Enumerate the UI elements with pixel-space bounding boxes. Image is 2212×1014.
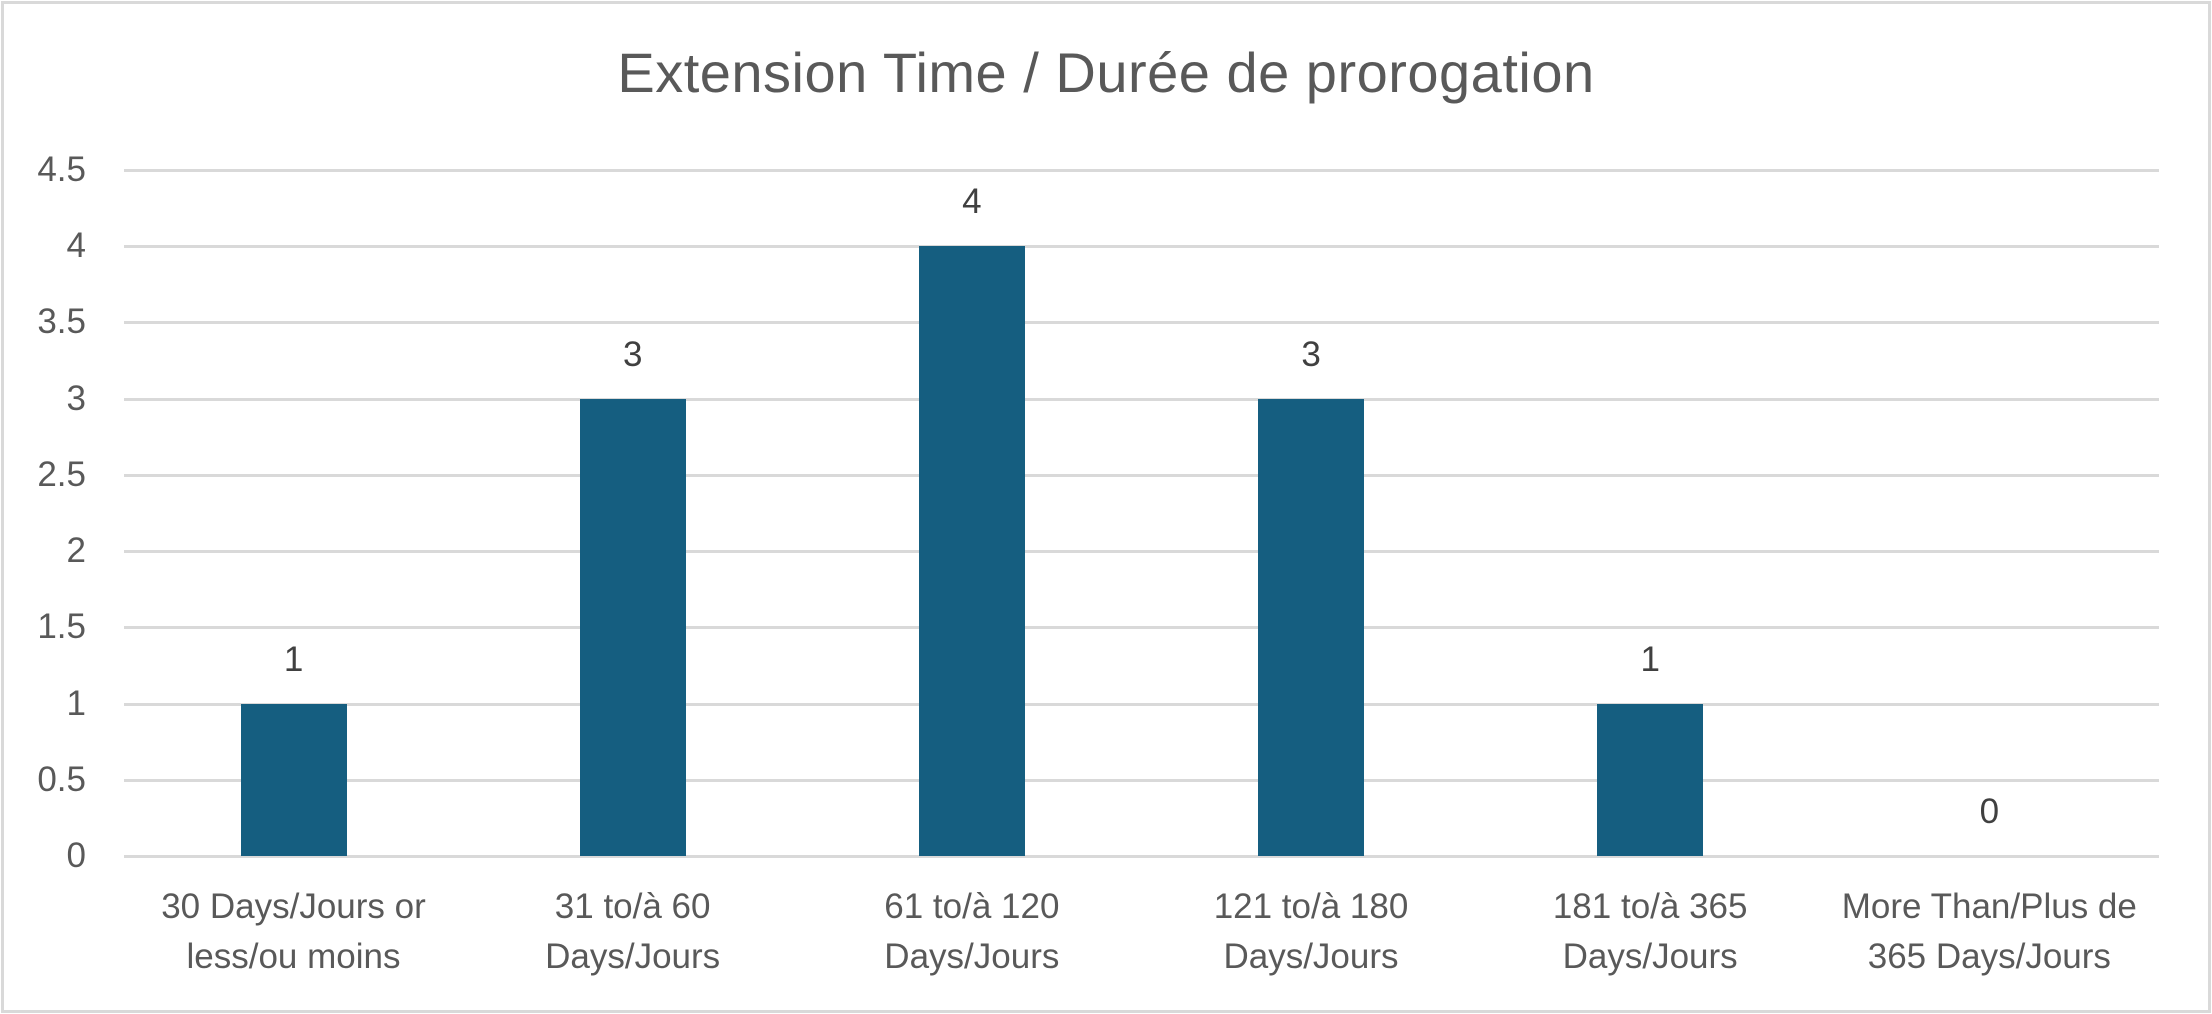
gridline [124, 397, 2159, 401]
gridline [124, 855, 2159, 858]
x-category-label-line: 31 to/à 60 [554, 887, 711, 926]
y-tick-label: 2 [66, 531, 86, 571]
gridline [124, 321, 2159, 325]
y-tick-label: 3.5 [37, 302, 86, 342]
x-category-label-line: Days/Jours [545, 937, 721, 976]
y-tick-label: 1 [66, 683, 86, 723]
x-category-label-line: Days/Jours [1562, 937, 1738, 976]
chart-title: Extension Time / Durée de prorogation [617, 41, 1595, 104]
gridline [124, 702, 2159, 706]
x-category-label-line: Days/Jours [884, 937, 1060, 976]
x-category-label: 30 Days/Jours or less/ou moins [124, 882, 463, 982]
data-label: 1 [283, 639, 304, 679]
x-category-label-line: 121 to/à 180 [1213, 887, 1409, 926]
x-category-label-line: 181 to/à 365 [1552, 887, 1748, 926]
y-tick-label: 4.5 [37, 150, 86, 189]
y-tick-label: 4 [66, 226, 86, 266]
data-label: 1 [1640, 639, 1660, 679]
data-label: 3 [1301, 334, 1321, 374]
y-tick-label: 2.5 [37, 454, 86, 494]
x-category-label: 121 to/à 180 Days/Jours [1142, 882, 1481, 982]
x-category-label: 31 to/à 60 Days/Jours [463, 882, 802, 982]
x-category-label: 61 to/à 120 Days/Jours [802, 882, 1141, 982]
gridline [124, 778, 2159, 782]
y-tick-label: 1.5 [37, 607, 86, 647]
x-category-label-line: 30 Days/Jours or [161, 887, 426, 926]
x-category-label-line: less/ou moins [186, 937, 401, 976]
x-category-label-line: Days/Jours [1223, 937, 1399, 976]
data-label: 0 [1979, 792, 2000, 831]
bar[interactable] [918, 246, 1025, 856]
data-label: 4 [962, 182, 982, 222]
bar[interactable] [579, 398, 686, 856]
y-tick-label: 0 [66, 836, 86, 875]
data-label: 3 [623, 334, 643, 374]
y-tick-label: 0.5 [37, 759, 86, 799]
x-category-label-line: More Than/Plus de [1841, 887, 2137, 926]
gridline [124, 169, 2159, 172]
gridline [124, 245, 2159, 249]
gridline [124, 626, 2159, 630]
bar[interactable] [1597, 703, 1704, 856]
x-category-label: More Than/Plus de 365 Days/Jours [1820, 882, 2159, 982]
gridline [124, 473, 2159, 477]
gridline [124, 550, 2159, 554]
plot-area [124, 169, 2159, 858]
x-category-label-line: 365 Days/Jours [1867, 937, 2111, 976]
x-category-label-line: 61 to/à 120 [884, 887, 1060, 926]
x-category-label: 181 to/à 365 Days/Jours [1481, 882, 1820, 982]
bar[interactable] [240, 703, 347, 856]
y-tick-label: 3 [66, 378, 86, 418]
bar[interactable] [1258, 398, 1365, 856]
